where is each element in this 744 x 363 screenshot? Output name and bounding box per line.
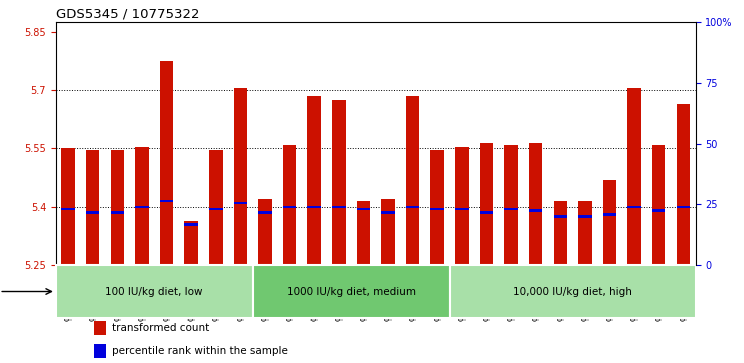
- Bar: [209, 208, 222, 210]
- Bar: [185, 221, 198, 265]
- Bar: [455, 147, 469, 265]
- Bar: [258, 211, 272, 214]
- Bar: [406, 205, 420, 208]
- Bar: [253, 265, 449, 318]
- Bar: [234, 202, 247, 204]
- Bar: [94, 344, 106, 358]
- Bar: [332, 205, 345, 208]
- Text: 1000 IU/kg diet, medium: 1000 IU/kg diet, medium: [286, 286, 416, 297]
- Bar: [627, 88, 641, 265]
- Bar: [135, 147, 149, 265]
- Bar: [381, 211, 395, 214]
- Bar: [652, 144, 665, 265]
- Bar: [406, 96, 420, 265]
- Bar: [356, 201, 371, 265]
- Text: percentile rank within the sample: percentile rank within the sample: [112, 346, 288, 356]
- Bar: [603, 213, 616, 216]
- Bar: [578, 215, 591, 218]
- Bar: [676, 205, 690, 208]
- Bar: [61, 208, 75, 210]
- Bar: [56, 265, 253, 318]
- Bar: [455, 208, 469, 210]
- Bar: [676, 104, 690, 265]
- Bar: [307, 96, 321, 265]
- Bar: [504, 208, 518, 210]
- Text: GDS5345 / 10775322: GDS5345 / 10775322: [56, 8, 199, 21]
- Bar: [431, 150, 444, 265]
- Bar: [578, 201, 591, 265]
- Bar: [258, 199, 272, 265]
- Bar: [307, 205, 321, 208]
- Bar: [86, 211, 100, 214]
- Bar: [234, 88, 247, 265]
- Bar: [160, 200, 173, 203]
- Bar: [431, 208, 444, 210]
- Bar: [111, 211, 124, 214]
- Text: transformed count: transformed count: [112, 323, 209, 333]
- Bar: [381, 199, 395, 265]
- Text: 100 IU/kg diet, low: 100 IU/kg diet, low: [106, 286, 203, 297]
- Bar: [652, 209, 665, 212]
- Bar: [449, 265, 696, 318]
- Bar: [504, 144, 518, 265]
- Bar: [61, 148, 75, 265]
- Bar: [529, 209, 542, 212]
- Bar: [111, 150, 124, 265]
- Bar: [209, 150, 222, 265]
- Bar: [283, 144, 296, 265]
- Bar: [627, 205, 641, 208]
- Bar: [135, 205, 149, 208]
- Bar: [94, 321, 106, 335]
- Bar: [529, 143, 542, 265]
- Bar: [554, 215, 567, 218]
- Bar: [480, 211, 493, 214]
- Bar: [160, 61, 173, 265]
- Bar: [332, 100, 345, 265]
- Bar: [86, 150, 100, 265]
- Bar: [480, 143, 493, 265]
- Bar: [554, 201, 567, 265]
- Bar: [185, 223, 198, 226]
- Bar: [603, 180, 616, 265]
- Bar: [356, 208, 371, 210]
- Bar: [283, 205, 296, 208]
- Text: 10,000 IU/kg diet, high: 10,000 IU/kg diet, high: [513, 286, 632, 297]
